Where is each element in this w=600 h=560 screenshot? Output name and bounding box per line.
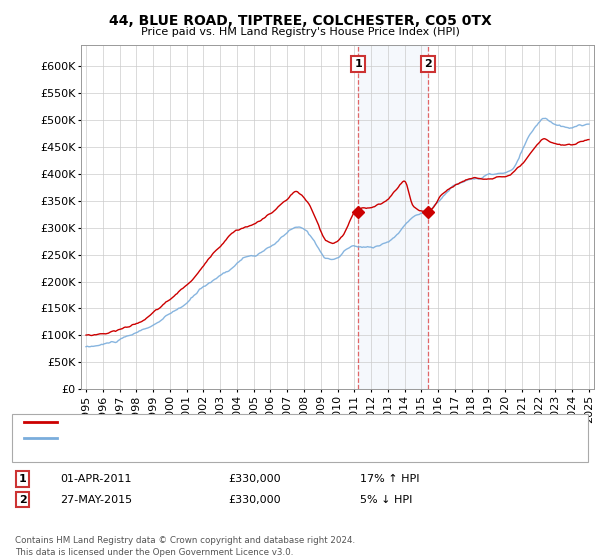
Text: £330,000: £330,000 [228,494,281,505]
Text: 27-MAY-2015: 27-MAY-2015 [60,494,132,505]
Text: 2: 2 [424,59,432,69]
Text: HPI: Average price, detached house, Colchester: HPI: Average price, detached house, Colc… [60,433,309,443]
Text: 44, BLUE ROAD, TIPTREE, COLCHESTER, CO5 0TX: 44, BLUE ROAD, TIPTREE, COLCHESTER, CO5 … [109,14,491,28]
Text: 17% ↑ HPI: 17% ↑ HPI [360,474,419,484]
Text: Contains HM Land Registry data © Crown copyright and database right 2024.
This d: Contains HM Land Registry data © Crown c… [15,536,355,557]
Bar [358,45,428,389]
Text: 01-APR-2011: 01-APR-2011 [60,474,131,484]
Text: £330,000: £330,000 [228,474,281,484]
Text: 1: 1 [19,474,26,484]
Text: 1: 1 [355,59,362,69]
Text: Price paid vs. HM Land Registry's House Price Index (HPI): Price paid vs. HM Land Registry's House … [140,27,460,38]
Text: 2: 2 [19,494,26,505]
Text: 5% ↓ HPI: 5% ↓ HPI [360,494,412,505]
Text: 44, BLUE ROAD, TIPTREE, COLCHESTER, CO5 0TX (detached house): 44, BLUE ROAD, TIPTREE, COLCHESTER, CO5 … [60,417,412,427]
